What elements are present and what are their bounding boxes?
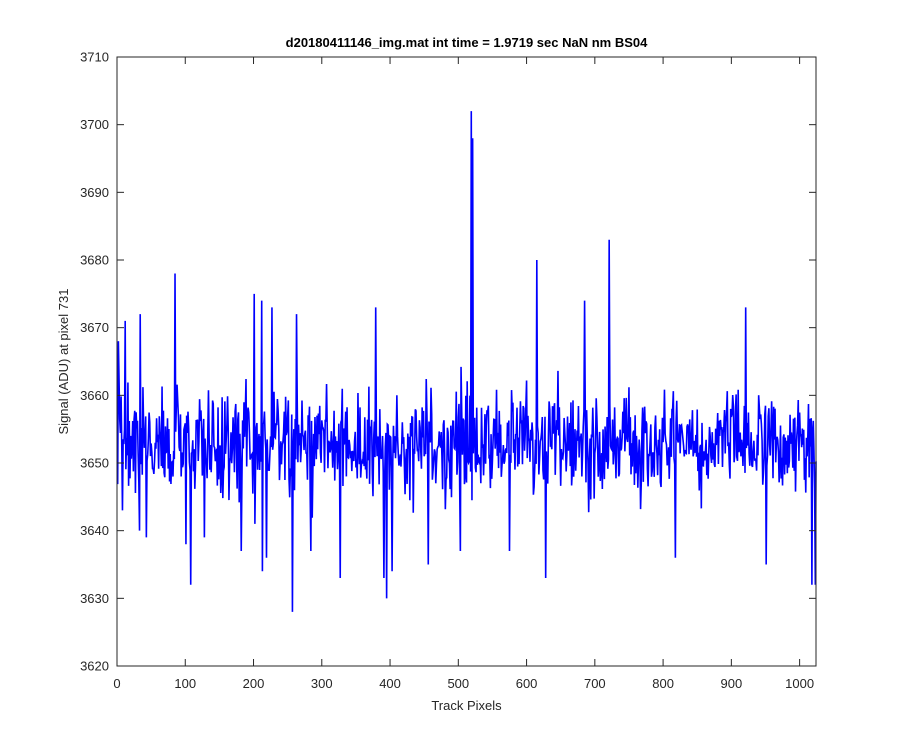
y-tick-label: 3710 [80,50,109,65]
plot-area [117,57,816,666]
x-tick-label: 300 [311,676,333,691]
chart-title: d20180411146_img.mat int time = 1.9719 s… [286,35,648,50]
y-tick-label: 3660 [80,388,109,403]
y-tick-label: 3650 [80,456,109,471]
x-tick-label: 900 [721,676,743,691]
y-tick-label: 3680 [80,253,109,268]
y-tick-label: 3690 [80,185,109,200]
y-tick-label: 3670 [80,320,109,335]
y-axis-title: Signal (ADU) at pixel 731 [56,289,71,435]
ticks-layer: 0 100 200 300 400 500 600 700 800 900 1000 3620 3630… [80,50,816,691]
x-tick-label: 800 [652,676,674,691]
x-tick-label: 200 [243,676,265,691]
y-tick-label: 3700 [80,117,109,132]
x-tick-label: 100 [174,676,196,691]
signal-series-line [116,111,817,612]
x-axis-title: Track Pixels [431,698,502,713]
y-tick-label: 3620 [80,659,109,674]
x-tick-label: 0 [113,676,120,691]
series-layer [116,111,817,612]
y-tick-label: 3640 [80,523,109,538]
y-tick-label: 3630 [80,591,109,606]
x-tick-label: 1000 [785,676,814,691]
x-tick-label: 700 [584,676,606,691]
x-tick-label: 400 [379,676,401,691]
x-tick-label: 500 [447,676,469,691]
axes-box [116,56,817,667]
x-tick-label: 600 [516,676,538,691]
